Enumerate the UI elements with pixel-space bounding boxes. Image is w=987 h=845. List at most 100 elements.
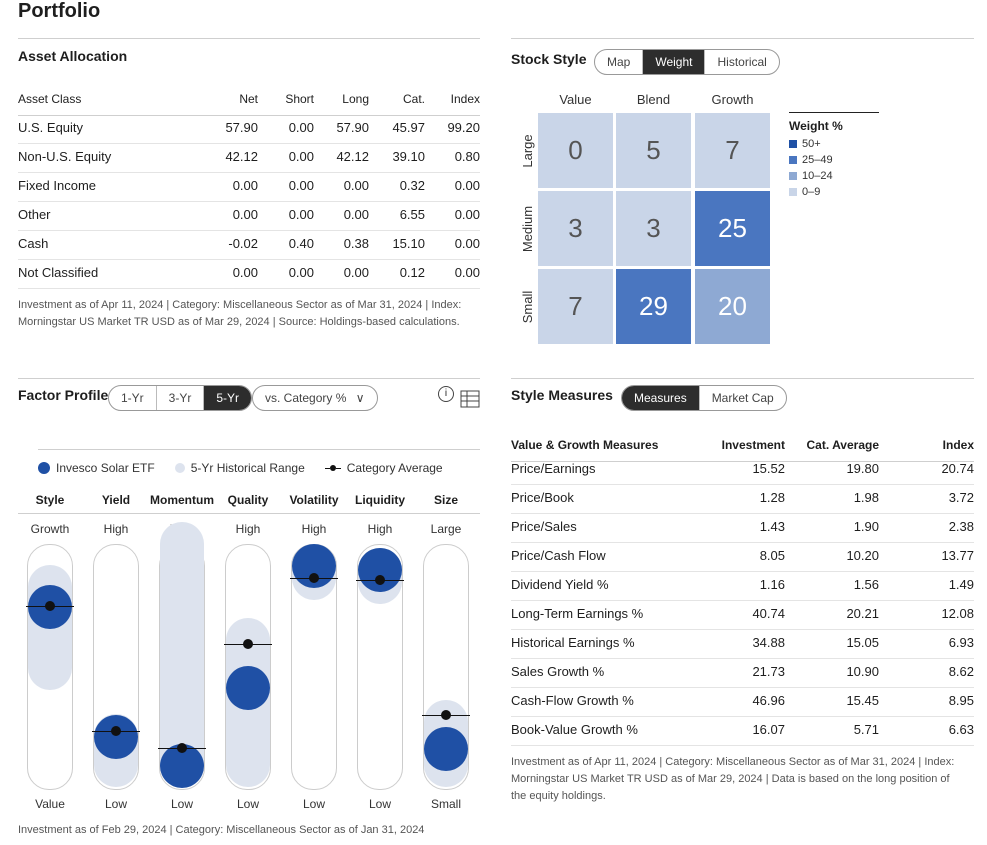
table-cell: 1.49 <box>948 577 974 592</box>
compare-select[interactable]: vs. Category % ∨ <box>252 385 378 411</box>
measure-label: Cash-Flow Growth % <box>511 693 634 708</box>
legend-swatch <box>789 188 797 196</box>
table-cell: 8.95 <box>948 693 974 708</box>
style-measures-tabs: Measures Market Cap <box>621 385 787 411</box>
factor-name: Quality <box>227 493 269 507</box>
style-measures-title: Style Measures <box>511 387 613 403</box>
tab-5yr[interactable]: 5-Yr <box>204 386 252 410</box>
table-cell: 19.80 <box>846 461 879 476</box>
asset-class-label: U.S. Equity <box>18 120 84 135</box>
table-row: Other 0.00 0.00 0.00 6.55 0.00 <box>18 201 480 231</box>
table-cell: 0.00 <box>343 178 369 193</box>
table-cell: 5.71 <box>853 722 879 737</box>
weight-legend-title: Weight % <box>789 119 843 133</box>
style-box-cell: 3 <box>616 191 691 266</box>
table-cell: 0.00 <box>454 236 480 251</box>
weight-legend: Weight % 50+ 25–49 10–24 0–9 <box>789 112 879 200</box>
table-row: Sales Growth % 21.73 10.90 8.62 <box>511 658 974 688</box>
measure-label: Price/Earnings <box>511 461 596 476</box>
factor-low-label: Low <box>170 797 193 811</box>
style-row-label: Large <box>519 134 535 168</box>
legend-label: 50+ <box>802 138 821 150</box>
measure-label: Price/Cash Flow <box>511 548 606 563</box>
factor-high-label: High <box>103 522 129 536</box>
table-cell: 0.00 <box>232 265 258 280</box>
table-cell: 15.52 <box>752 461 785 476</box>
table-cell: 0.00 <box>288 120 314 135</box>
table-row: Not Classified 0.00 0.00 0.00 0.12 0.00 <box>18 259 480 289</box>
fund-position-dot <box>358 548 402 592</box>
asset-allocation-note: Investment as of Apr 11, 2024 | Category… <box>18 299 462 328</box>
table-view-icon[interactable] <box>460 390 480 408</box>
style-column-label: Growth <box>711 92 754 107</box>
tab-historical[interactable]: Historical <box>717 55 767 69</box>
legend-item: 10–24 <box>789 168 879 184</box>
table-cell: 3.72 <box>948 490 974 505</box>
category-average-dot <box>177 743 187 753</box>
style-column-label: Blend <box>636 92 671 107</box>
column-header: Index <box>450 92 480 106</box>
factor-profile-note: Investment as of Feb 29, 2024 | Category… <box>18 824 425 836</box>
table-row: U.S. Equity 57.90 0.00 57.90 45.97 99.20 <box>18 114 480 144</box>
table-cell: 0.00 <box>454 265 480 280</box>
tab-3yr[interactable]: 3-Yr <box>157 386 205 410</box>
stock-style-tabs: Map Weight Historical <box>594 49 780 75</box>
category-average-dot <box>375 575 385 585</box>
info-icon[interactable]: i <box>438 386 454 402</box>
fund-position-dot <box>226 666 270 710</box>
table-cell: 1.43 <box>759 519 785 534</box>
tab-1yr[interactable]: 1-Yr <box>109 386 157 410</box>
legend-label: 25–49 <box>802 154 833 166</box>
tab-market-cap[interactable]: Market Cap <box>711 391 774 405</box>
table-cell: 6.55 <box>399 207 425 222</box>
table-row: Cash-Flow Growth % 46.96 15.45 8.95 <box>511 687 974 717</box>
style-measures-note: Investment as of Apr 11, 2024 | Category… <box>511 756 955 802</box>
table-cell: 15.10 <box>392 236 425 251</box>
tab-measures[interactable]: Measures <box>622 386 700 410</box>
tab-map[interactable]: Map <box>595 50 644 74</box>
column-header: Investment <box>721 438 785 452</box>
table-cell: 8.05 <box>759 548 785 563</box>
table-cell: -0.02 <box>228 236 258 251</box>
legend-label: 0–9 <box>802 186 821 198</box>
tab-weight[interactable]: Weight <box>643 50 706 74</box>
table-cell: 15.45 <box>846 693 879 708</box>
legend-fund: Invesco Solar ETF <box>56 461 155 475</box>
column-header: Index <box>942 438 974 452</box>
table-cell: 2.38 <box>948 519 974 534</box>
table-cell: 0.38 <box>343 236 369 251</box>
legend-label: 10–24 <box>802 170 833 182</box>
legend-item: 50+ <box>789 136 879 152</box>
factor-low-label: Low <box>302 797 325 811</box>
table-cell: 21.73 <box>752 664 785 679</box>
style-box-cell: 7 <box>538 269 613 344</box>
asset-allocation-title: Asset Allocation <box>18 48 128 64</box>
table-cell: 13.77 <box>941 548 974 563</box>
table-cell: 20.74 <box>941 461 974 476</box>
page-title: Portfolio <box>18 0 101 22</box>
table-cell: 12.08 <box>941 606 974 621</box>
fund-position-dot <box>424 727 468 771</box>
style-box-cell: 3 <box>538 191 613 266</box>
legend-swatch <box>789 156 797 164</box>
table-cell: 0.00 <box>288 265 314 280</box>
table-row: Price/Cash Flow 8.05 10.20 13.77 <box>511 542 974 572</box>
table-row: Dividend Yield % 1.16 1.56 1.49 <box>511 571 974 601</box>
category-marker-icon <box>324 465 341 471</box>
asset-class-label: Non-U.S. Equity <box>18 149 112 164</box>
table-cell: 1.90 <box>853 519 879 534</box>
category-average-dot <box>441 710 451 720</box>
table-cell: 10.20 <box>846 548 879 563</box>
style-box-cell: 0 <box>538 113 613 188</box>
table-cell: 0.00 <box>454 178 480 193</box>
stock-style-title: Stock Style <box>511 51 587 67</box>
table-cell: 15.05 <box>846 635 879 650</box>
table-cell: 40.74 <box>752 606 785 621</box>
style-box-cell: 7 <box>695 113 770 188</box>
factor-name: Style <box>35 493 65 507</box>
table-cell: 0.00 <box>288 207 314 222</box>
measure-label: Historical Earnings % <box>511 635 635 650</box>
table-cell: 0.00 <box>454 207 480 222</box>
style-row-label: Medium <box>519 205 535 253</box>
measure-label: Price/Sales <box>511 519 577 534</box>
